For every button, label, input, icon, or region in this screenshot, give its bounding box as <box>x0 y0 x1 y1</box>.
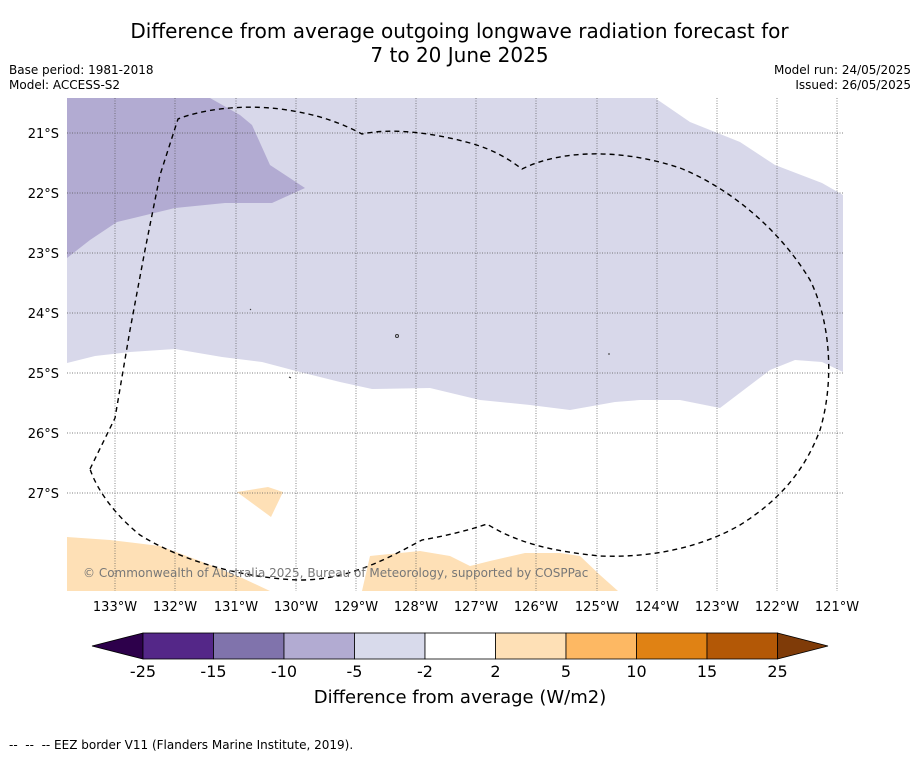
lat-label: 26°S <box>28 427 59 442</box>
colorbar-ticks: -25 -15 -10 -5 -2 2 5 10 15 25 <box>130 662 788 681</box>
lon-label: 125°W <box>575 600 619 615</box>
colorbar-tick: -5 <box>347 662 363 681</box>
island-markers <box>249 308 610 379</box>
lon-label: 132°W <box>153 600 197 615</box>
title-line-1: Difference from average outgoing longwav… <box>130 19 789 43</box>
lon-gridlines <box>114 98 838 591</box>
base-period: Base period: 1981-2018 <box>9 63 154 77</box>
colorbar-segment <box>213 632 285 660</box>
lon-label: 133°W <box>93 600 137 615</box>
lon-label: 129°W <box>334 600 378 615</box>
colorbar-tick: -25 <box>130 662 156 681</box>
lat-label: 22°S <box>28 187 59 202</box>
colorbar-segment <box>354 632 426 660</box>
colorbar-tick: 25 <box>767 662 787 681</box>
lon-label: 126°W <box>514 600 558 615</box>
lat-label: 23°S <box>28 247 59 262</box>
colorbar-label: Difference from average (W/m2) <box>314 687 606 708</box>
colorbar-segment <box>636 632 708 660</box>
lon-labels: 133°W 132°W 131°W 130°W 129°W 128°W 127°… <box>93 600 859 615</box>
lat-gridlines <box>67 132 843 494</box>
lon-label: 124°W <box>635 600 679 615</box>
colorbar-tick: 15 <box>697 662 717 681</box>
model-name: Model: ACCESS-S2 <box>9 78 121 92</box>
lon-label: 128°W <box>394 600 438 615</box>
issued-date: Issued: 26/05/2025 <box>795 78 911 92</box>
eez-border <box>89 106 830 581</box>
colorbar-segment <box>142 632 214 660</box>
model-run: Model run: 24/05/2025 <box>773 63 911 77</box>
colorbar-segment <box>706 632 778 660</box>
title-line-2: 7 to 20 June 2025 <box>370 43 549 67</box>
colorbar-tick: -15 <box>200 662 226 681</box>
lon-label: 121°W <box>815 600 859 615</box>
lat-label: 27°S <box>28 487 59 502</box>
colorbar-tick: 5 <box>561 662 571 681</box>
anomaly-region-minus10-minus5 <box>67 98 305 258</box>
colorbar-segment <box>565 632 637 660</box>
anomaly-region-plus2-plus5-southwest <box>67 537 270 591</box>
lat-label: 25°S <box>28 367 59 382</box>
colorbar-tick: -2 <box>417 662 433 681</box>
colorbar-extend-high <box>777 632 829 660</box>
lon-label: 123°W <box>695 600 739 615</box>
lat-labels: 21°S 22°S 23°S 24°S 25°S 26°S 27°S <box>28 127 59 502</box>
lon-label: 131°W <box>214 600 258 615</box>
colorbar-segment <box>283 632 355 660</box>
colorbar-tick: 2 <box>490 662 500 681</box>
colorbar <box>91 632 829 660</box>
lon-label: 130°W <box>274 600 318 615</box>
colorbar-tick: -10 <box>271 662 297 681</box>
colorbar-tick: 10 <box>626 662 646 681</box>
copyright-note: © Commonwealth of Australia 2025, Bureau… <box>83 566 588 580</box>
lon-label: 122°W <box>755 600 799 615</box>
anomaly-region-plus2-plus5-small <box>237 487 283 517</box>
lat-label: 21°S <box>28 127 59 142</box>
lat-label: 24°S <box>28 307 59 322</box>
colorbar-segment <box>495 632 567 660</box>
map-panel: © Commonwealth of Australia 2025, Bureau… <box>67 98 843 591</box>
anomaly-region-plus2-plus5-south <box>362 551 618 591</box>
colorbar-segment <box>424 632 496 660</box>
lon-label: 127°W <box>454 600 498 615</box>
eez-legend-note: -- -- -- EEZ border V11 (Flanders Marine… <box>9 738 354 752</box>
colorbar-extend-low <box>91 632 144 660</box>
